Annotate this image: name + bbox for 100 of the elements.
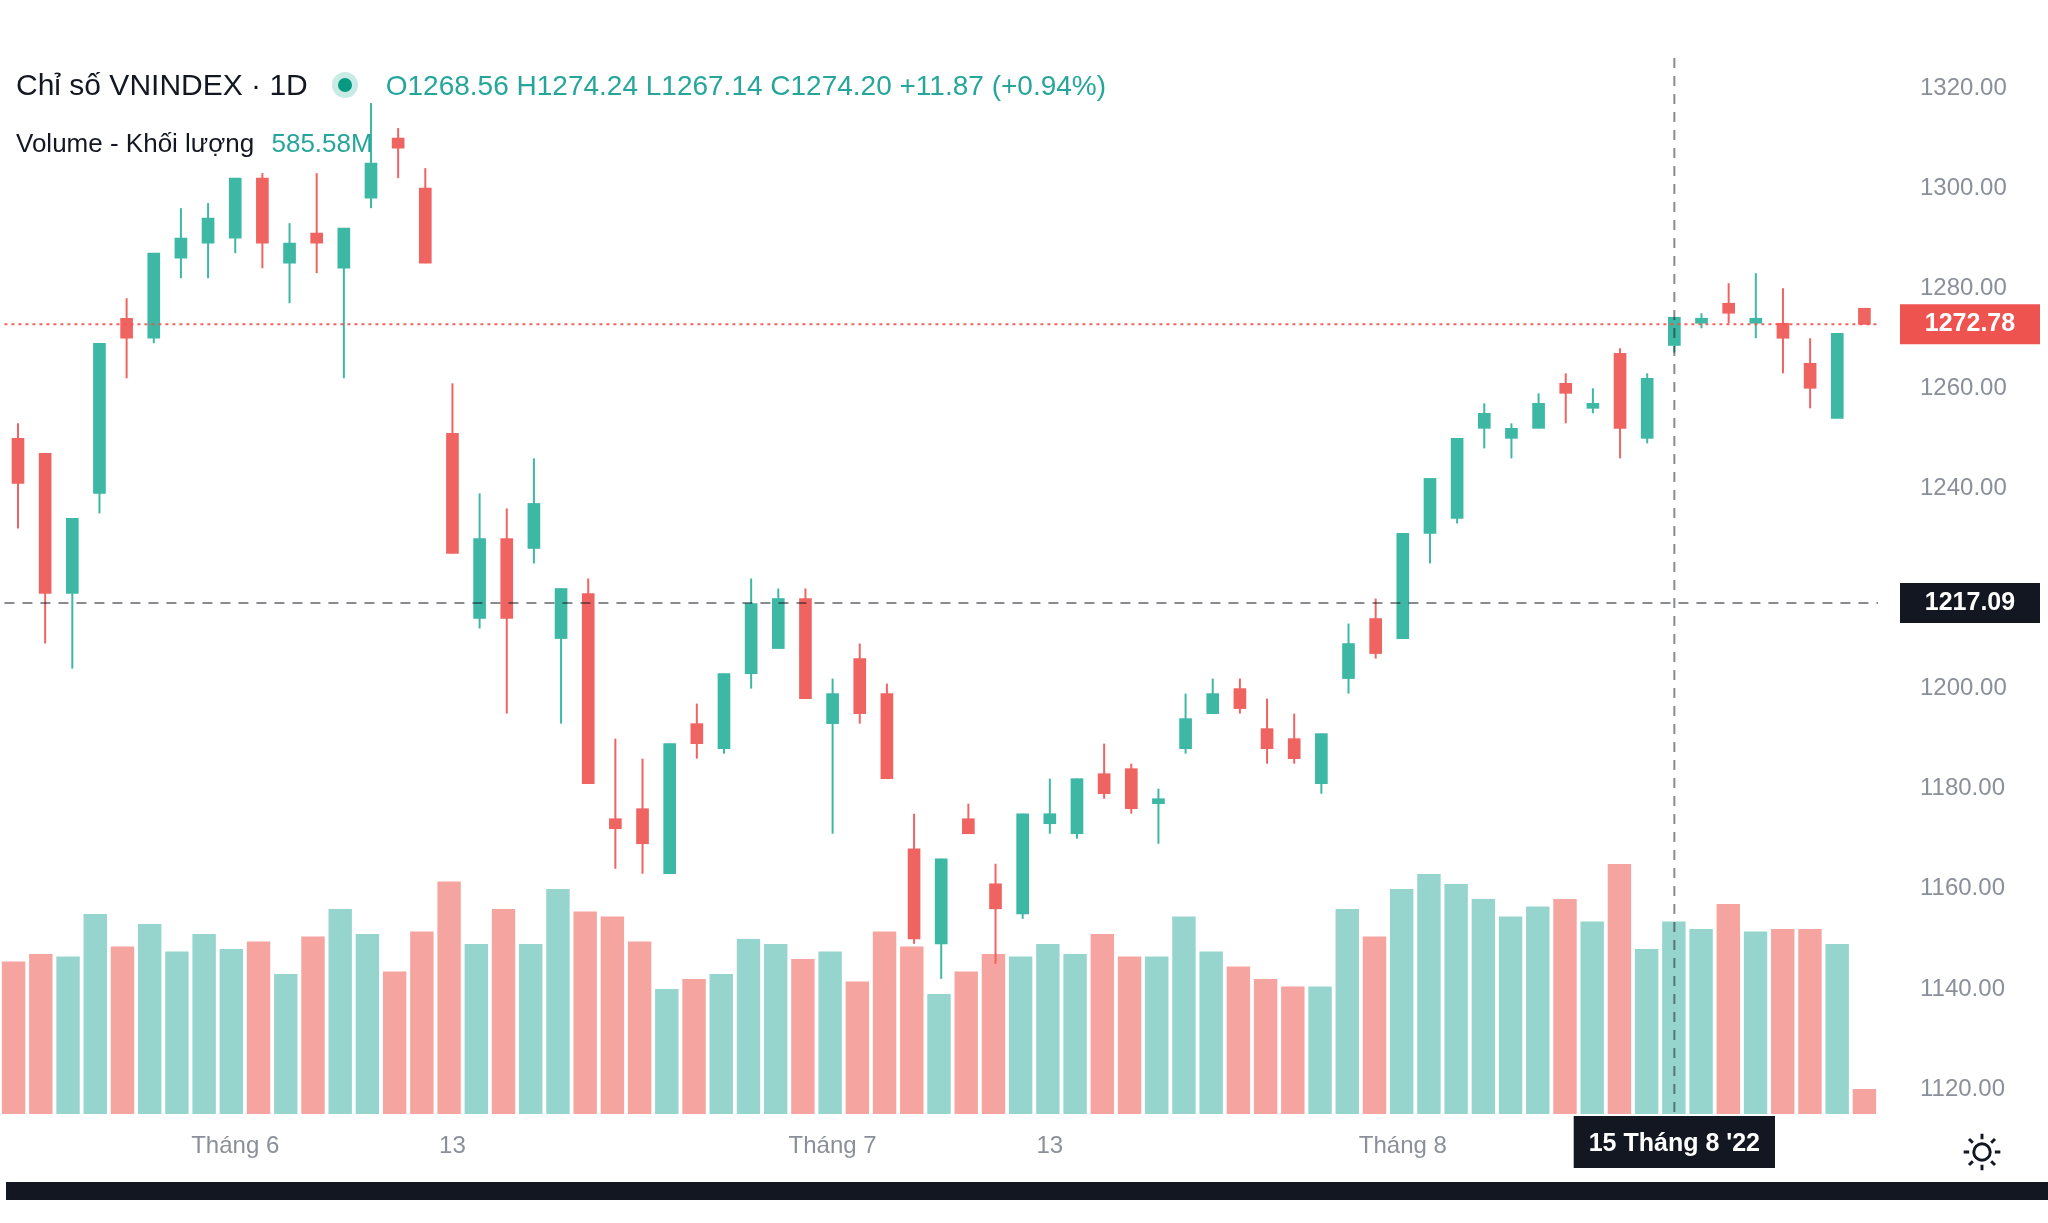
- bar: [1444, 884, 1468, 1114]
- bar: [736, 939, 761, 1114]
- y-tick-label: 1140.00: [1920, 973, 2005, 1001]
- x-tick-label: 15 Tháng 8 '22: [1588, 1127, 1760, 1156]
- bar: [246, 941, 271, 1114]
- bar: [791, 959, 815, 1114]
- bar: [1308, 986, 1332, 1114]
- bar: [763, 944, 788, 1114]
- bar: [382, 971, 407, 1114]
- bar: [29, 954, 53, 1114]
- candlestick: [609, 737, 622, 870]
- candlestick: [1233, 677, 1247, 715]
- bar: [1090, 934, 1115, 1114]
- bar: [655, 989, 679, 1114]
- y-tick-label: 1240.00: [1920, 473, 2007, 501]
- y-tick-label: 1320.00: [1920, 72, 2007, 100]
- bar: [1580, 921, 1604, 1114]
- bar: [219, 949, 244, 1114]
- bar: [1226, 966, 1251, 1114]
- bar: [1, 961, 26, 1114]
- candlestick: [690, 702, 704, 760]
- bar: [491, 909, 516, 1114]
- candlestick: [1260, 697, 1274, 765]
- bar: [1335, 909, 1359, 1114]
- candlestick: [283, 222, 296, 305]
- bar: [328, 909, 352, 1114]
- y-tick-label: 1280.00: [1920, 272, 2007, 300]
- bar: [1662, 921, 1686, 1114]
- bar: [1117, 956, 1142, 1114]
- bar: [600, 916, 625, 1114]
- bar: [872, 931, 897, 1114]
- bar: [355, 934, 380, 1114]
- bar: [519, 944, 543, 1114]
- candlestick: [1722, 282, 1735, 325]
- bar: [845, 981, 870, 1114]
- chart-subtitle: O1268.56 H1274.24 L1267.14 C1274.20 +11.87 (+0.94%): [385, 70, 1107, 101]
- ref-line-label: 1217.09: [1924, 586, 2016, 615]
- bar: [56, 956, 80, 1114]
- candlestick: [1505, 422, 1518, 460]
- bar: [165, 951, 189, 1114]
- candlestick: [1206, 677, 1220, 715]
- bar: [1417, 874, 1441, 1114]
- candlestick: [1586, 387, 1600, 415]
- bar: [627, 941, 652, 1114]
- bar: [1281, 986, 1305, 1114]
- candlestick: [1287, 712, 1301, 765]
- y-tick-label: 1160.00: [1920, 873, 2005, 901]
- candlestick: [1749, 272, 1763, 340]
- bar: [1389, 889, 1414, 1114]
- bar: [1498, 916, 1523, 1114]
- bar: [981, 954, 1006, 1114]
- bar: [1362, 936, 1387, 1114]
- chart-title: Chỉ số VNINDEX · 1D: [16, 68, 308, 101]
- bar: [1689, 929, 1713, 1114]
- candlestick: [1776, 287, 1790, 375]
- bar: [192, 934, 216, 1114]
- bar: [709, 974, 733, 1114]
- bar: [1471, 899, 1496, 1114]
- candlestick: [120, 297, 133, 380]
- bar: [1063, 954, 1087, 1114]
- bar: [954, 971, 978, 1114]
- y-tick-label: 1300.00: [1920, 172, 2007, 200]
- bar: [301, 936, 325, 1114]
- bar: [1172, 916, 1196, 1114]
- bar: [1607, 864, 1632, 1114]
- bar: [1825, 944, 1849, 1114]
- x-tick-label: 13: [1036, 1131, 1064, 1159]
- y-tick-label: 1180.00: [1920, 773, 2005, 801]
- bar: [1008, 956, 1033, 1114]
- bar: [464, 944, 489, 1114]
- x-tick-label: Tháng 8: [1358, 1131, 1447, 1159]
- candlestick: [1559, 372, 1573, 425]
- candlestick: [1477, 402, 1491, 450]
- bar: [1771, 929, 1795, 1114]
- bar: [1743, 931, 1768, 1114]
- bar: [1526, 906, 1550, 1114]
- candlestick: [1152, 787, 1165, 845]
- y-tick-label: 1120.00: [1920, 1073, 2005, 1101]
- chart-title: Volume - Khối lượng: [16, 128, 255, 158]
- y-tick-label: 1260.00: [1920, 372, 2007, 400]
- candlestick: [310, 172, 324, 275]
- bar: [1852, 1089, 1877, 1114]
- x-tick-label: Tháng 7: [788, 1131, 877, 1159]
- x-tick-label: 13: [439, 1131, 466, 1159]
- bar: [682, 979, 706, 1114]
- bar: [818, 951, 842, 1114]
- bar: [83, 914, 107, 1114]
- bar: [573, 911, 597, 1114]
- bar: [437, 881, 461, 1114]
- bar: [900, 946, 924, 1114]
- bar: [110, 946, 135, 1114]
- candlestick: [174, 207, 188, 280]
- bar: [1634, 949, 1659, 1114]
- x-tick-label: Tháng 6: [191, 1131, 280, 1159]
- ref-line-label: 1272.78: [1924, 308, 2016, 337]
- bar: [1553, 899, 1577, 1114]
- bar: [546, 889, 570, 1114]
- bar: [1716, 904, 1741, 1114]
- y-tick-label: 1200.00: [1920, 673, 2007, 701]
- bar: [410, 931, 434, 1114]
